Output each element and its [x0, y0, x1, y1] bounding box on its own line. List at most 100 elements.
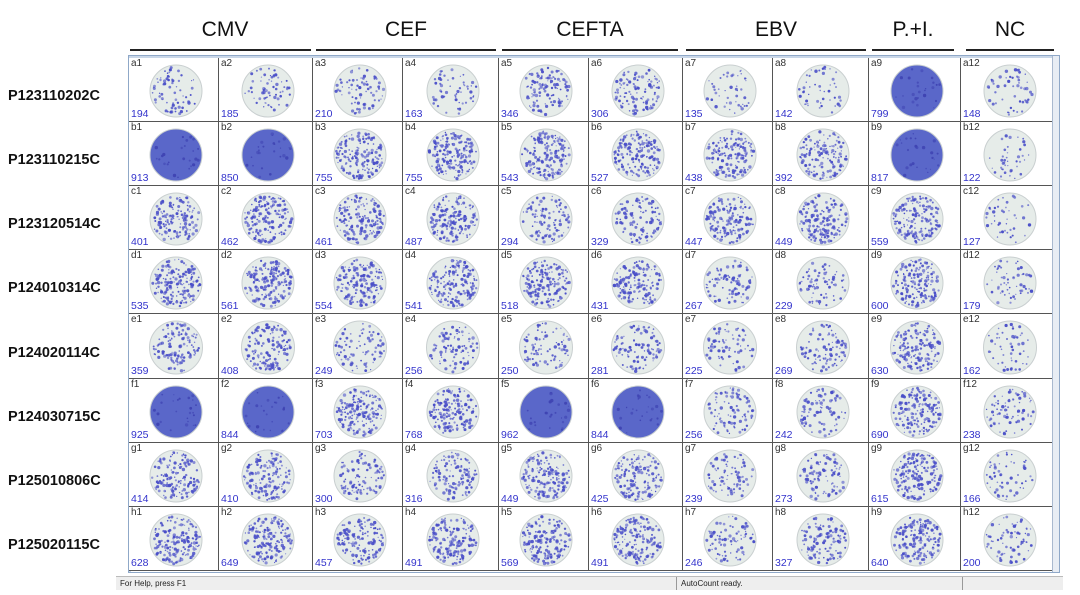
well-a8[interactable]: a8 142	[773, 58, 869, 122]
spot	[736, 154, 740, 158]
well-a5[interactable]: a5 346	[499, 58, 589, 122]
well-c8[interactable]: c8 449	[773, 186, 869, 250]
spot	[253, 213, 255, 215]
well-a3[interactable]: a3 210	[313, 58, 403, 122]
spot	[257, 300, 259, 302]
spot	[373, 199, 375, 202]
spot	[544, 207, 548, 211]
spot	[717, 149, 721, 153]
well-b8[interactable]: b8 392	[773, 122, 869, 186]
well-c5[interactable]: c5 294	[499, 186, 589, 250]
spot	[435, 275, 439, 279]
well-c2[interactable]: c2 462	[219, 186, 313, 250]
spot	[809, 280, 813, 284]
spot	[567, 354, 569, 356]
well-a6[interactable]: a6 306	[589, 58, 683, 122]
well-a12[interactable]: a12 148	[961, 58, 1055, 122]
plate-view[interactable]: a1 194 a2 185 a3 210 a4 163 a5 346 a6 306 a7 135 a8 142…	[128, 55, 1060, 573]
well-e5[interactable]: e5 250	[499, 314, 589, 379]
spot	[745, 159, 748, 162]
well-count: 554	[315, 300, 333, 312]
spot	[708, 280, 711, 283]
spot	[996, 236, 999, 238]
spot	[830, 281, 834, 284]
well-d7[interactable]: d7 267	[683, 250, 773, 314]
well-b9[interactable]: b9 817	[869, 122, 961, 186]
spot	[739, 168, 743, 173]
spot	[456, 202, 460, 206]
spot	[177, 176, 179, 179]
spot	[711, 156, 715, 160]
spot	[832, 206, 835, 209]
spot	[350, 361, 354, 365]
spot	[350, 137, 355, 141]
spot	[937, 164, 940, 167]
spot	[447, 344, 450, 347]
spot	[658, 274, 661, 277]
spot	[811, 199, 814, 203]
well-a9[interactable]: a9 799	[869, 58, 961, 122]
well-c4[interactable]: c4 487	[403, 186, 499, 250]
well-c6[interactable]: c6 329	[589, 186, 683, 250]
well-e1[interactable]: e1 359	[129, 314, 219, 379]
spot	[812, 236, 816, 239]
spot	[443, 292, 446, 295]
spot	[560, 72, 563, 76]
well-c3[interactable]: c3 461	[313, 186, 403, 250]
well-c1[interactable]: c1 401	[129, 186, 219, 250]
spot	[179, 279, 183, 282]
spot	[272, 108, 276, 112]
well-e3[interactable]: e3 249	[313, 314, 403, 379]
spot	[257, 208, 260, 212]
well-b7[interactable]: b7 438	[683, 122, 773, 186]
spot	[355, 288, 358, 292]
well-a2[interactable]: a2 185	[219, 58, 313, 122]
well-image	[519, 64, 573, 118]
spot	[833, 82, 836, 85]
spot	[1023, 143, 1026, 147]
well-a4[interactable]: a4 163	[403, 58, 499, 122]
well-b5[interactable]: b5 543	[499, 122, 589, 186]
well-b6[interactable]: b6 527	[589, 122, 683, 186]
well-e2[interactable]: e2 408	[219, 314, 313, 379]
well-e4[interactable]: e4 256	[403, 314, 499, 379]
well-a1[interactable]: a1 194	[129, 58, 219, 122]
well-d1[interactable]: d1 535	[129, 250, 219, 314]
well-c12[interactable]: c12 127	[961, 186, 1055, 250]
spot	[251, 224, 255, 227]
spot	[623, 71, 625, 74]
spot	[167, 332, 170, 335]
well-d6[interactable]: d6 431	[589, 250, 683, 314]
spot	[897, 274, 899, 277]
spot	[820, 102, 822, 104]
well-b4[interactable]: b4 755	[403, 122, 499, 186]
spot	[260, 259, 263, 262]
spot	[549, 265, 553, 269]
well-d4[interactable]: d4 541	[403, 250, 499, 314]
well-c9[interactable]: c9 559	[869, 186, 961, 250]
spot	[376, 284, 378, 287]
well-d5[interactable]: d5 518	[499, 250, 589, 314]
well-d9[interactable]: d9 600	[869, 250, 961, 314]
well-id: d6	[591, 250, 603, 261]
spot	[731, 169, 735, 173]
spot	[178, 344, 182, 349]
well-c7[interactable]: c7 447	[683, 186, 773, 250]
spot	[534, 142, 536, 144]
spot	[450, 68, 454, 72]
well-b3[interactable]: b3 755	[313, 122, 403, 186]
well-b1[interactable]: b1 913	[129, 122, 219, 186]
well-b2[interactable]: b2 850	[219, 122, 313, 186]
well-d12[interactable]: d12 179	[961, 250, 1055, 314]
spot	[647, 266, 650, 269]
spot	[817, 194, 821, 198]
spot	[194, 157, 198, 161]
well-b12[interactable]: b12 122	[961, 122, 1055, 186]
well-d8[interactable]: d8 229	[773, 250, 869, 314]
well-d2[interactable]: d2 561	[219, 250, 313, 314]
spot	[832, 165, 835, 169]
spot	[193, 341, 196, 343]
well-a7[interactable]: a7 135	[683, 58, 773, 122]
well-d3[interactable]: d3 554	[313, 250, 403, 314]
spot	[642, 271, 645, 273]
